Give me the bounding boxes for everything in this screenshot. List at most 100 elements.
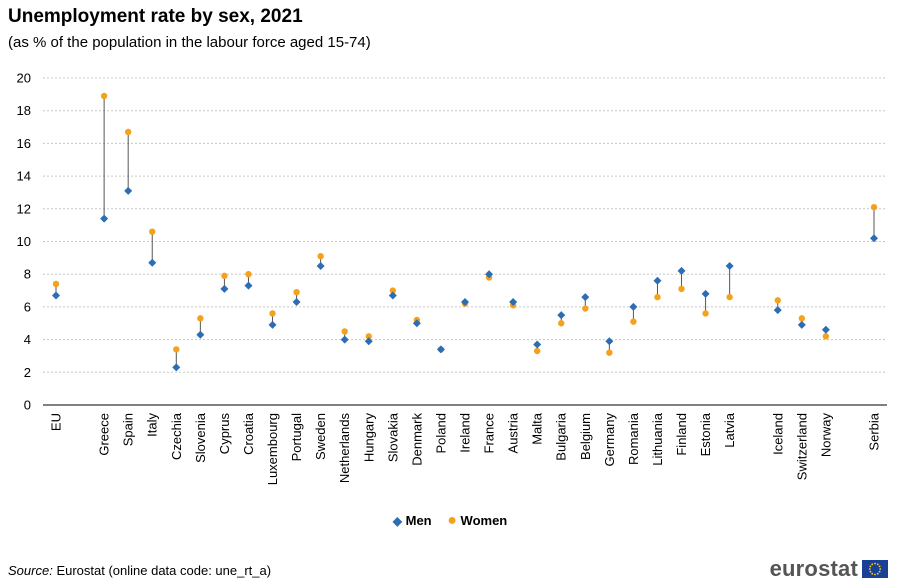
chart-plot: 0 2 4 6 8 10 12 14 16 18 20 EU Greece Spain Italy Czech… <box>17 71 887 485</box>
x-tick-label: Estonia <box>698 412 713 456</box>
source-label: Source: <box>8 563 53 578</box>
women-point <box>606 349 613 356</box>
eu-flag-icon <box>862 560 888 578</box>
men-point <box>701 289 710 298</box>
women-point <box>293 288 300 296</box>
women-point <box>124 128 132 136</box>
men-point <box>292 297 301 306</box>
x-tick-label: Romania <box>626 412 641 465</box>
y-tick-label: 16 <box>17 136 31 151</box>
women-point <box>798 315 806 322</box>
women-point <box>149 228 156 235</box>
men-point <box>364 337 373 346</box>
women-point <box>630 318 637 325</box>
chart-title: Unemployment rate by sex, 2021 <box>8 6 303 27</box>
men-point <box>797 320 806 329</box>
legend-item-men: ◆ Men <box>393 513 435 528</box>
x-tick-label: Latvia <box>722 412 737 447</box>
men-point <box>388 291 397 300</box>
x-tick-label: Ireland <box>458 413 473 453</box>
men-point <box>773 306 782 315</box>
women-point <box>774 297 781 304</box>
women-point <box>558 320 565 327</box>
y-tick-label: 6 <box>24 299 31 314</box>
x-tick-label: Slovenia <box>193 412 208 463</box>
men-point <box>653 276 662 285</box>
y-tick-label: 0 <box>24 398 31 413</box>
women-point <box>173 346 180 353</box>
x-tick-label: Spain <box>121 413 136 446</box>
y-tick-label: 14 <box>17 169 31 184</box>
men-point <box>244 281 253 290</box>
men-point <box>316 262 325 271</box>
x-tick-label: Cyprus <box>217 413 232 455</box>
men-point <box>821 325 830 334</box>
men-point <box>124 186 133 195</box>
x-tick-label: Croatia <box>241 412 256 455</box>
men-point <box>436 345 445 354</box>
men-point <box>605 337 614 346</box>
women-point <box>582 305 589 312</box>
y-tick-label: 18 <box>17 103 31 118</box>
x-tick-label: Malta <box>530 412 545 445</box>
x-tick-label: Luxembourg <box>265 413 280 485</box>
women-point <box>269 310 276 317</box>
men-point <box>533 340 542 349</box>
women-point <box>726 293 733 301</box>
y-tick-label: 4 <box>24 332 31 347</box>
women-point <box>52 280 60 288</box>
men-point <box>412 319 421 328</box>
women-point <box>389 287 397 294</box>
women-point <box>678 285 685 293</box>
source-text: Eurostat (online data code: une_rt_a) <box>56 563 272 578</box>
men-point <box>557 311 566 320</box>
legend-women-marker-icon: ● <box>447 512 457 529</box>
x-tick-label: Austria <box>506 412 521 453</box>
y-tick-label: 10 <box>17 234 31 249</box>
y-tick-label: 8 <box>24 267 31 282</box>
x-tick-label: Lithuania <box>650 412 665 466</box>
logo-text: eurostat <box>769 556 858 581</box>
x-tick-label: EU <box>49 413 64 431</box>
women-point <box>221 272 228 280</box>
men-point <box>52 291 60 300</box>
chart-subtitle: (as % of the population in the labour fo… <box>8 34 371 51</box>
legend-women-label: Women <box>460 513 508 528</box>
legend-men-label: Men <box>405 513 432 528</box>
x-tick-label: Poland <box>433 413 448 453</box>
men-point <box>461 297 469 306</box>
women-point <box>245 271 252 278</box>
men-point <box>629 302 638 311</box>
x-tick-label: France <box>482 413 497 453</box>
x-tick-label: Hungary <box>361 413 376 463</box>
men-point <box>509 297 518 306</box>
x-tick-label: Germany <box>602 413 617 467</box>
x-tick-label: Slovakia <box>385 412 400 462</box>
men-point <box>870 234 878 243</box>
x-tick-label: Finland <box>674 413 689 456</box>
men-point <box>581 293 590 302</box>
legend-men-marker-icon: ◆ <box>392 514 402 528</box>
eurostat-logo: eurostat <box>770 556 888 582</box>
women-point <box>654 293 661 301</box>
x-tick-label: Norway <box>818 413 833 458</box>
source-note: Source: Eurostat (online data code: une_… <box>8 563 271 578</box>
x-tick-label: Switzerland <box>794 413 809 480</box>
y-tick-label: 12 <box>17 201 31 216</box>
x-tick-label: Bulgaria <box>554 412 569 460</box>
x-tick-label: Czechia <box>169 412 184 460</box>
women-point <box>533 347 541 355</box>
x-tick-label: Portugal <box>289 413 304 462</box>
legend: ◆ Men ● Women <box>0 512 900 530</box>
men-point <box>485 270 494 279</box>
men-point <box>220 284 229 293</box>
women-point <box>197 315 204 322</box>
y-tick-label: 2 <box>24 365 31 380</box>
x-tick-label: Serbia <box>867 412 882 450</box>
men-point <box>340 335 349 344</box>
x-tick-label: Sweden <box>313 413 328 460</box>
x-tick-label: Belgium <box>578 413 593 460</box>
men-point <box>725 262 734 271</box>
women-point <box>822 333 830 340</box>
women-point <box>341 328 348 335</box>
